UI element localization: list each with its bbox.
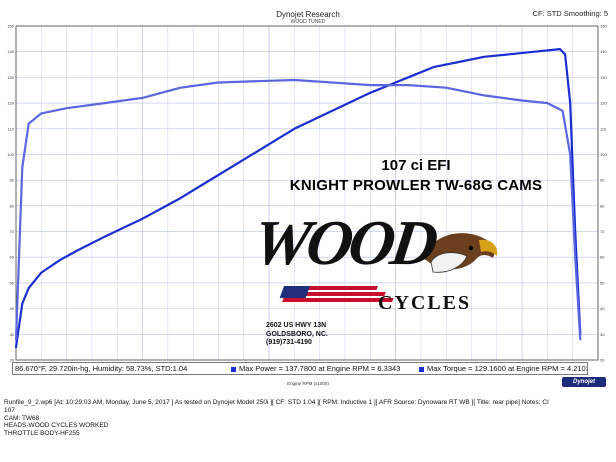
- y-tick-label-right: 100: [600, 152, 607, 157]
- note-line: CAM: TW68: [4, 414, 40, 422]
- phone-number: (919)731-4190: [266, 339, 312, 346]
- y-tick-label-left: 150: [7, 24, 14, 29]
- x-axis-label: Engine RPM (x1000): [287, 381, 329, 386]
- y-tick-label-right: 40: [600, 306, 605, 311]
- y-tick-label-right: 120: [600, 101, 607, 106]
- wood-cycles-logo: WOOD CYCLES: [248, 200, 508, 330]
- y-tick-label-left: 40: [10, 306, 15, 311]
- run-notes: 107 CAM: TW68 HEADS-WOOD CYCLES WORKED T…: [4, 407, 108, 437]
- y-tick-label-left: 110: [8, 126, 15, 131]
- y-tick-label-left: 120: [7, 101, 14, 106]
- cam-annotation: KNIGHT PROWLER TW-68G CAMS: [289, 177, 543, 194]
- logo-graphic: [279, 233, 498, 302]
- y-tick-label-left: 70: [10, 229, 15, 234]
- logo-wordmark: WOOD: [249, 207, 439, 278]
- y-tick-label-left: 140: [7, 49, 14, 54]
- address-line-2: GOLDSBORO, NC.: [266, 330, 328, 338]
- y-tick-label-right: 70: [600, 229, 605, 234]
- y-tick-label-right: 130: [600, 75, 607, 80]
- torque-swatch-icon: [419, 366, 424, 372]
- dynojet-logo: Dynojet: [562, 377, 606, 387]
- y-tick-label-right: 140: [600, 49, 607, 54]
- shop-address: 2602 US HWY 13N GOLDSBORO, NC. (919)731-…: [266, 322, 328, 348]
- y-tick-label-right: 20: [600, 358, 605, 363]
- y-tick-label-left: 60: [10, 255, 15, 260]
- series-line-max-power: [14, 47, 582, 349]
- y-tick-label-right: 80: [600, 203, 605, 208]
- note-line: 107: [4, 407, 15, 414]
- max-power-text: Max Power = 137.7800 at Engine RPM = 6.3…: [239, 364, 401, 373]
- max-power-legend: Max Power = 137.7800 at Engine RPM = 6.3…: [231, 363, 400, 374]
- run-summary-bar: 86.670°F, 29.720in-hg, Humidity: 58.73%,…: [12, 362, 588, 375]
- y-tick-label-right: 30: [600, 332, 605, 337]
- y-tick-label-left: 50: [10, 280, 15, 285]
- max-torque-text: Max Torque = 129.1600 at Engine RPM = 4.…: [427, 364, 588, 373]
- chart-series: [14, 47, 582, 349]
- y-tick-label-left: 80: [10, 203, 15, 208]
- note-line: THROTTLE BODY-HF255: [4, 429, 80, 437]
- engine-annotation: 107 ci EFI: [381, 157, 451, 174]
- y-tick-label-left: 30: [10, 332, 15, 337]
- address-line-1: 2602 US HWY 13N: [266, 322, 327, 329]
- conditions-text: 86.670°F, 29.720in-hg, Humidity: 58.73%,…: [15, 364, 188, 373]
- plot-frame: [15, 25, 599, 361]
- y-tick-label-left: 90: [10, 178, 15, 183]
- power-swatch-icon: [231, 366, 236, 372]
- y-tick-label-left: 100: [7, 152, 14, 157]
- run-file-info: Runfile_9_2.wp6 [At: 10:29:03 AM, Monday…: [4, 399, 549, 406]
- logo-cycles-text: CYCLES: [378, 292, 472, 314]
- series-line-max-torque: [14, 78, 582, 341]
- y-tick-label-right: 50: [600, 280, 605, 285]
- chart-title: Dynojet Research: [276, 10, 340, 19]
- cf-smoothing-info: CF: STD Smoothing: 5: [532, 9, 608, 18]
- chart-subtitle: WOOD TUNED: [290, 19, 326, 25]
- max-torque-legend: Max Torque = 129.1600 at Engine RPM = 4.…: [419, 363, 588, 374]
- y-tick-label-right: 110: [600, 126, 607, 131]
- y-tick-label-right: 150: [600, 24, 607, 29]
- y-tick-label-right: 90: [600, 178, 605, 183]
- note-line: HEADS-WOOD CYCLES WORKED: [4, 422, 109, 430]
- y-tick-label-right: 60: [600, 255, 605, 260]
- y-tick-label-left: 130: [7, 75, 14, 80]
- y-tick-label-left: 20: [10, 358, 15, 363]
